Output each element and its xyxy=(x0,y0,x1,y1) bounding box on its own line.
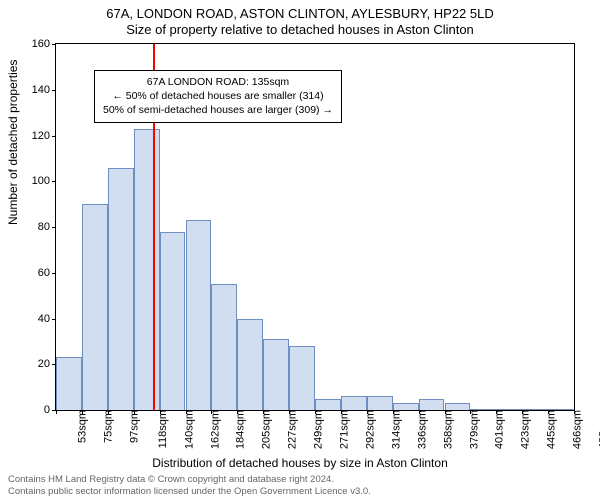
annotation-line: 67A LONDON ROAD: 135sqm xyxy=(103,75,333,89)
footer-attribution: Contains HM Land Registry data © Crown c… xyxy=(8,474,592,498)
histogram-bar xyxy=(160,232,186,410)
x-tick-mark xyxy=(470,410,471,414)
x-tick-mark xyxy=(108,410,109,414)
x-tick-label: 97sqm xyxy=(124,410,140,443)
plot-wrap: 02040608010012014016053sqm75sqm97sqm118s… xyxy=(55,43,575,411)
histogram-bar xyxy=(56,357,82,410)
x-tick-mark xyxy=(186,410,187,414)
annotation-line: 50% of semi-detached houses are larger (… xyxy=(103,103,333,117)
x-tick-mark xyxy=(548,410,549,414)
histogram-bar xyxy=(341,396,367,410)
x-tick-mark xyxy=(445,410,446,414)
histogram-bar xyxy=(108,168,134,410)
histogram-bar xyxy=(211,284,237,410)
y-tick-mark xyxy=(52,136,56,137)
histogram-bar xyxy=(82,204,108,410)
x-tick-label: 314sqm xyxy=(386,410,402,449)
x-tick-label: 401sqm xyxy=(490,410,506,449)
x-tick-mark xyxy=(522,410,523,414)
y-axis-label: Number of detached properties xyxy=(6,60,20,225)
title-sub: Size of property relative to detached ho… xyxy=(0,22,600,37)
x-tick-mark xyxy=(134,410,135,414)
y-tick-mark xyxy=(52,319,56,320)
histogram-bar xyxy=(289,346,315,410)
histogram-bar xyxy=(419,399,445,410)
footer-line-1: Contains HM Land Registry data © Crown c… xyxy=(8,474,592,486)
x-tick-mark xyxy=(211,410,212,414)
x-tick-mark xyxy=(341,410,342,414)
histogram-bar xyxy=(263,339,289,410)
x-tick-label: 162sqm xyxy=(205,410,221,449)
x-tick-label: 271sqm xyxy=(335,410,351,449)
x-tick-mark xyxy=(289,410,290,414)
x-tick-mark xyxy=(574,410,575,414)
x-tick-label: 75sqm xyxy=(98,410,114,443)
footer-line-2: Contains public sector information licen… xyxy=(8,486,592,498)
x-tick-mark xyxy=(56,410,57,414)
x-tick-label: 336sqm xyxy=(412,410,428,449)
histogram-bar xyxy=(393,403,419,410)
x-tick-label: 249sqm xyxy=(309,410,325,449)
y-tick-mark xyxy=(52,90,56,91)
y-tick-mark xyxy=(52,227,56,228)
histogram-bar xyxy=(315,399,341,410)
x-tick-label: 379sqm xyxy=(464,410,480,449)
histogram-bar xyxy=(186,220,212,410)
x-tick-label: 118sqm xyxy=(153,410,169,448)
x-tick-mark xyxy=(82,410,83,414)
x-tick-label: 292sqm xyxy=(360,410,376,449)
x-tick-mark xyxy=(393,410,394,414)
x-tick-label: 140sqm xyxy=(179,410,195,449)
x-tick-label: 445sqm xyxy=(542,410,558,449)
histogram-bar xyxy=(237,319,263,411)
annotation-box: 67A LONDON ROAD: 135sqm← 50% of detached… xyxy=(94,70,342,123)
histogram-bar xyxy=(134,129,160,410)
annotation-line: ← 50% of detached houses are smaller (31… xyxy=(103,89,333,103)
x-tick-label: 358sqm xyxy=(438,410,454,449)
x-tick-label: 227sqm xyxy=(283,410,299,449)
chart-title-block: 67A, LONDON ROAD, ASTON CLINTON, AYLESBU… xyxy=(0,0,600,37)
y-tick-mark xyxy=(52,273,56,274)
histogram-bar xyxy=(445,403,471,410)
x-tick-mark xyxy=(496,410,497,414)
x-tick-mark xyxy=(160,410,161,414)
x-tick-label: 53sqm xyxy=(73,410,89,443)
histogram-bar xyxy=(367,396,393,410)
x-tick-mark xyxy=(419,410,420,414)
x-tick-label: 466sqm xyxy=(568,410,584,449)
title-main: 67A, LONDON ROAD, ASTON CLINTON, AYLESBU… xyxy=(0,6,600,21)
y-tick-mark xyxy=(52,181,56,182)
x-tick-mark xyxy=(315,410,316,414)
x-tick-mark xyxy=(367,410,368,414)
x-tick-label: 184sqm xyxy=(231,410,247,449)
y-tick-mark xyxy=(52,44,56,45)
x-tick-label: 488sqm xyxy=(594,410,600,449)
x-axis-label: Distribution of detached houses by size … xyxy=(0,456,600,470)
x-tick-mark xyxy=(237,410,238,414)
x-tick-label: 423sqm xyxy=(516,410,532,449)
x-tick-mark xyxy=(263,410,264,414)
x-tick-label: 205sqm xyxy=(257,410,273,449)
plot-area: 02040608010012014016053sqm75sqm97sqm118s… xyxy=(55,43,575,411)
